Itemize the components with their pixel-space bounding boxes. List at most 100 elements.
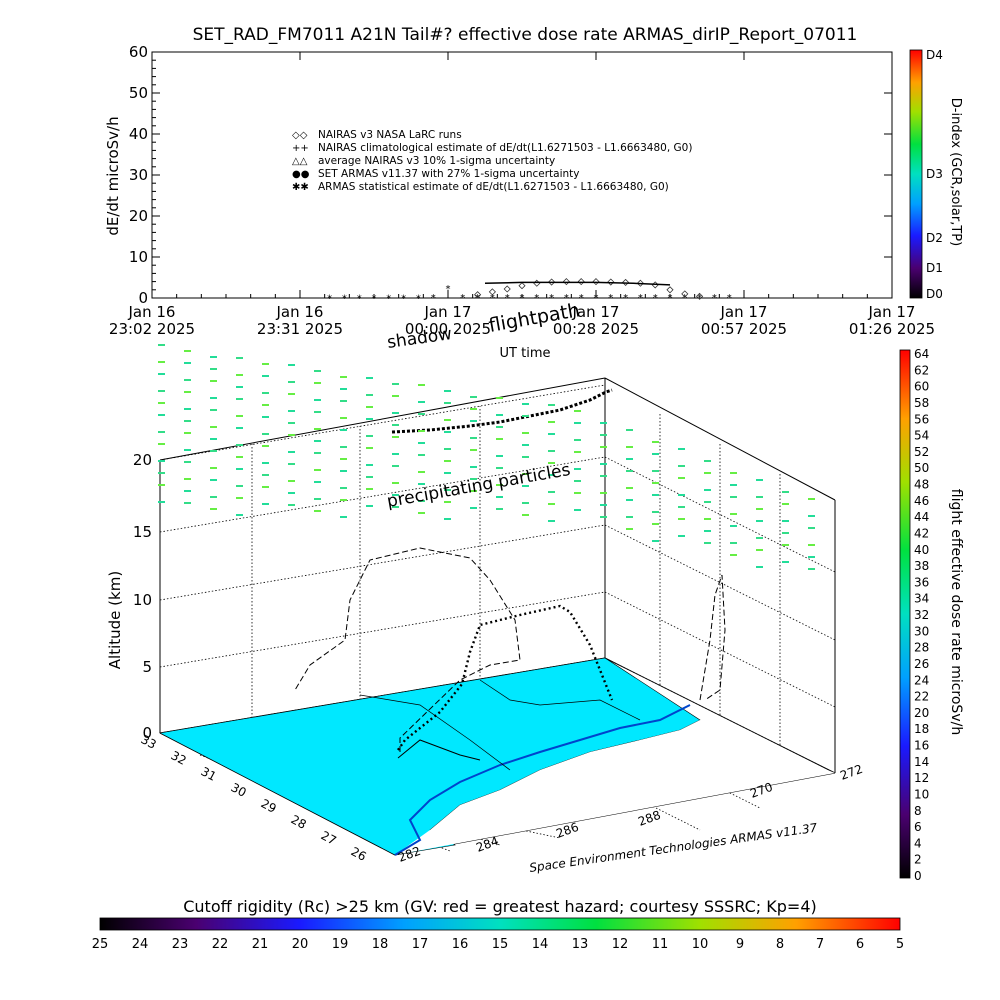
rigidity-tick-label: 11 [652, 937, 669, 952]
rigidity-tick-label: 13 [572, 937, 589, 952]
dose-tick-label: 24 [914, 673, 929, 687]
dose-tick-label: 10 [914, 787, 929, 801]
armas-point: * [416, 294, 421, 305]
latitude-ticks: 33 32 31 30 29 28 27 26 [139, 732, 369, 864]
lat-tick-label: 31 [199, 764, 219, 784]
dose-tick-label: 52 [914, 445, 929, 459]
rigidity-tick-label: 24 [132, 937, 149, 952]
z-axis-label: Altitude (km) [106, 571, 124, 669]
y-tick-label: 10 [129, 248, 148, 266]
lat-tick-label: 30 [229, 780, 249, 800]
rigidity-tick-label: 9 [736, 937, 744, 952]
rigidity-tick-label: 14 [532, 937, 549, 952]
dose-tick-label: 0 [914, 869, 922, 883]
x-tick-label-date: Jan 16 [276, 303, 324, 321]
nairas-point [548, 278, 556, 286]
rigidity-tick-label: 25 [92, 937, 109, 952]
dose-tick-label: 58 [914, 396, 929, 410]
x-axis-label: UT time [500, 346, 551, 361]
armas-point: * [534, 293, 539, 304]
armas-point: * [682, 293, 687, 304]
z-tick-label: 5 [142, 658, 152, 676]
rigidity-tick-label: 5 [896, 937, 904, 952]
dose-tick-label: 26 [914, 657, 929, 671]
rigidity-tick-label: 22 [212, 937, 229, 952]
d-index-tick: D1 [926, 261, 943, 275]
dose-tick-label: 56 [914, 412, 929, 426]
z-tick-label: 0 [142, 724, 152, 742]
armas-point: * [638, 293, 643, 304]
nairas-point [681, 290, 689, 298]
dose-tick-label: 40 [914, 543, 929, 557]
nairas-point [636, 279, 644, 287]
x-tick-label-date: Jan 17 [424, 303, 472, 321]
armas-point: * [372, 294, 377, 305]
nairas-point [622, 278, 630, 286]
d-index-tick: D4 [926, 48, 943, 62]
nairas-point [592, 278, 600, 286]
rigidity-tick-label: 10 [692, 937, 709, 952]
legend-symbol: ◇◇ [292, 130, 308, 141]
x-tick-label-date: Jan 17 [720, 303, 768, 321]
d-index-tick: D3 [926, 167, 943, 181]
flight-3d-panel: flightpath shadow precipitating particle… [106, 299, 964, 883]
armas-point: * [327, 294, 332, 305]
nairas-point [562, 278, 570, 286]
armas-point: * [594, 293, 599, 304]
x-tick-label-time: 00:00 2025 [405, 320, 491, 338]
rigidity-colorbar-panel: Cutoff rigidity (Rc) >25 km (GV: red = g… [92, 897, 904, 952]
nairas-point [666, 286, 674, 294]
dose-tick-label: 38 [914, 559, 929, 573]
dose-tick-label: 48 [914, 478, 929, 492]
rigidity-tick-label: 21 [252, 937, 269, 952]
z-tick-label: 20 [133, 451, 152, 469]
d-index-tick: D0 [926, 287, 943, 301]
dose-tick-label: 30 [914, 624, 929, 638]
armas-point: * [520, 293, 525, 304]
rigidity-ticks: 25 24 23 22 21 20 19 18 17 16 15 14 13 12 11 10 9 8 7 6 5 [92, 937, 904, 952]
dose-tick-label: 20 [914, 706, 929, 720]
dose-tick-label: 50 [914, 461, 929, 475]
armas-point: * [668, 293, 673, 304]
nairas-point [533, 279, 541, 287]
ground-track [397, 739, 481, 761]
x-tick-label-time: 00:57 2025 [701, 320, 787, 338]
lat-tick-label: 33 [139, 732, 159, 752]
dose-tick-label: 18 [914, 722, 929, 736]
armas-point: * [712, 293, 717, 304]
legend-symbol: △△ [292, 156, 308, 167]
dose-tick-label: 22 [914, 690, 929, 704]
rigidity-tick-label: 15 [492, 937, 509, 952]
nairas-point [474, 291, 482, 299]
armas-point: * [446, 284, 451, 295]
legend: ◇◇ NAIRAS v3 NASA LaRC runs ++ NAIRAS clima… [292, 129, 692, 193]
rigidity-tick-label: 12 [612, 937, 629, 952]
y-tick-label: 50 [129, 84, 148, 102]
z-axis-ticks: 0 5 10 15 20 [133, 451, 152, 742]
nairas-point [488, 288, 496, 296]
armas-point: * [475, 293, 480, 304]
dose-tick-label: 46 [914, 494, 929, 508]
y-tick-label: 60 [129, 43, 148, 61]
dose-tick-label: 42 [914, 526, 929, 540]
lon-tick-label: 272 [838, 762, 864, 783]
rigidity-tick-label: 23 [172, 937, 189, 952]
armas-point: * [727, 293, 732, 304]
shadow-path [294, 547, 521, 752]
d-index-colorbar [909, 49, 923, 299]
dose-tick-label: 60 [914, 380, 929, 394]
shadow-annotation: shadow [386, 324, 453, 353]
dose-tick-label: 12 [914, 771, 929, 785]
x-tick-label-date: Jan 17 [572, 303, 620, 321]
nairas-point [696, 292, 704, 300]
lon-tick-label: 288 [636, 808, 662, 829]
dose-tick-label: 28 [914, 641, 929, 655]
legend-entry: NAIRAS climatological estimate of dE/dt(… [318, 142, 692, 154]
legend-entry: average NAIRAS v3 10% 1-sigma uncertaint… [318, 155, 555, 167]
precipitating-particles [158, 344, 815, 570]
dose-tick-label: 34 [914, 592, 929, 606]
coastline [394, 704, 691, 856]
